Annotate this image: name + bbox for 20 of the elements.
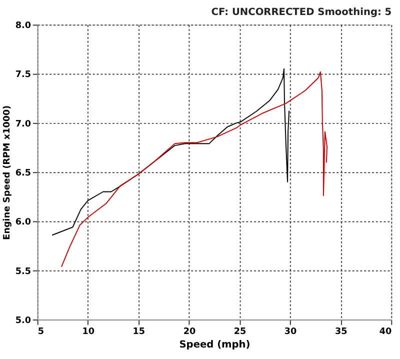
x-tick-label: 30 [284,326,297,337]
y-axis-title: Engine Speed (RPM x1000) [2,105,12,240]
x-tick-label: 40 [379,326,392,337]
x-tick-label: 20 [183,326,196,337]
y-tick-label: 6.5 [15,168,31,179]
x-tick-label: 35 [334,326,348,337]
text: CF: UNCORRECTED Smoothing: 5 [211,6,392,18]
line-series [52,68,290,236]
y-tick-label: 5.0 [15,316,31,326]
x-tick-label: 10 [82,326,95,337]
x-tick-label: 5 [38,326,44,337]
y-tick-label: 8.0 [15,21,31,32]
y-tick-label: 6.0 [15,218,31,228]
y-tick-label: 7.5 [15,70,31,80]
line-series [61,71,328,267]
y-tick-label: 7.0 [15,119,31,130]
x-tick-label: 15 [132,326,146,337]
x-tick-label: 25 [234,326,246,337]
y-tick-label: 5.5 [15,266,31,277]
x-axis-title: Speed (mph) [179,340,250,351]
